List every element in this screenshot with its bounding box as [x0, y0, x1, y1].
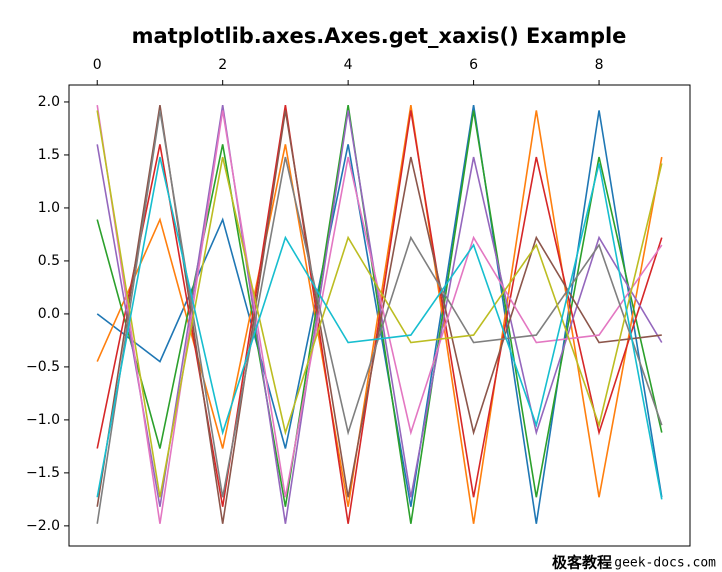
x-tick-label: 2 [218, 57, 227, 73]
y-tick-label: 1.0 [38, 200, 60, 216]
y-tick-label: −1.0 [26, 412, 60, 428]
y-tick-label: −2.0 [26, 518, 60, 534]
y-tick-label: 0.0 [38, 306, 60, 322]
line-series [96, 105, 663, 524]
line-series [96, 156, 663, 500]
watermark-site: geek-docs.com [614, 556, 716, 571]
chart-title: matplotlib.axes.Axes.get_xaxis() Example [132, 24, 627, 48]
x-tick-label: 4 [344, 57, 353, 73]
line-series [96, 110, 663, 498]
axes-frame [68, 84, 691, 547]
y-tick-label: 2.0 [38, 94, 60, 110]
y-tick-label: −0.5 [26, 359, 60, 375]
y-tick-label: 1.5 [38, 147, 60, 163]
x-tick-label: 0 [93, 57, 102, 73]
y-tick-label: 0.5 [38, 253, 60, 269]
x-tick-label: 6 [469, 57, 478, 73]
line-series [96, 110, 663, 524]
x-tick-label: 8 [595, 57, 604, 73]
y-tick-label: −1.5 [26, 465, 60, 481]
watermark-brand: 极客教程 [552, 554, 612, 572]
